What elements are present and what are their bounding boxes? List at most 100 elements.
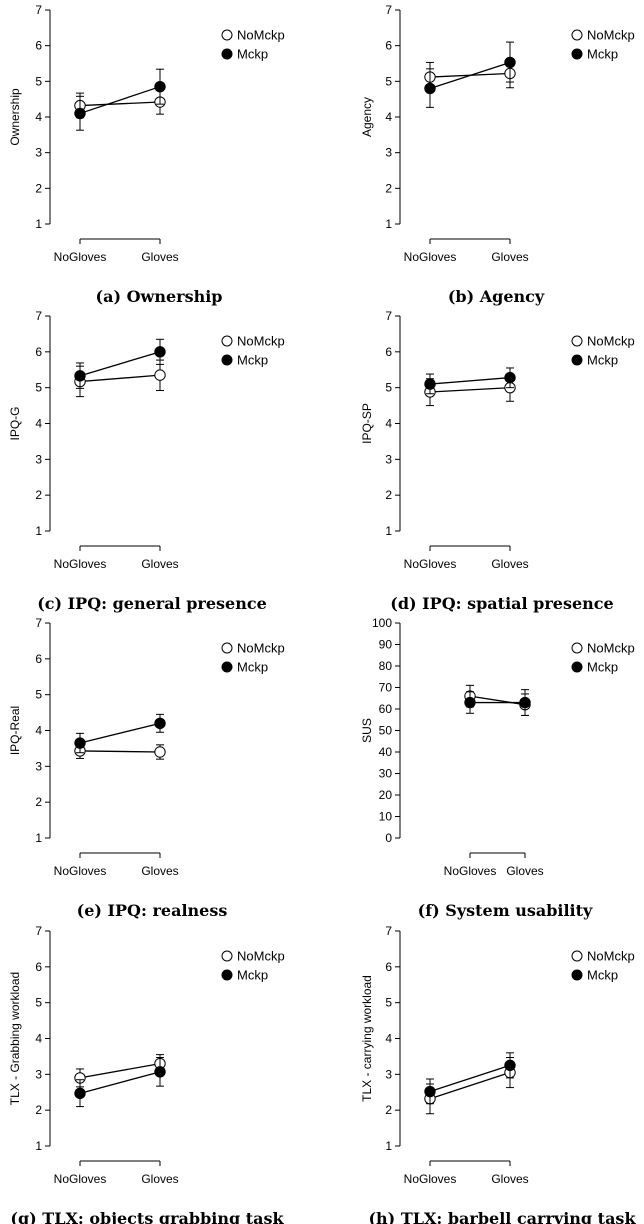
y-tick-label: 1 — [385, 217, 392, 231]
legend-label: Mckp — [237, 353, 268, 368]
legend-label: NoMckp — [587, 28, 635, 43]
filled-point — [154, 717, 166, 730]
y-tick-label: 5 — [35, 996, 42, 1010]
y-tick-label: 5 — [385, 74, 392, 88]
x-tick-label: NoGloves — [444, 864, 497, 878]
y-tick-label: 6 — [35, 960, 42, 974]
x-tick-label: Gloves — [491, 557, 528, 571]
y-tick-label: 90 — [379, 638, 393, 652]
legend-label: NoMckp — [237, 949, 285, 964]
series-line — [429, 61, 511, 90]
legend-open-marker — [571, 335, 583, 347]
y-tick-label: 2 — [35, 181, 42, 195]
legend-label: Mckp — [237, 968, 268, 983]
y-tick-label: 0 — [385, 831, 392, 845]
series-line — [429, 1071, 511, 1100]
legend-label: Mckp — [587, 353, 618, 368]
filled-point — [424, 82, 436, 95]
y-tick-label: 1 — [35, 217, 42, 231]
y-tick-label: 7 — [35, 309, 42, 323]
y-tick-label: 5 — [385, 996, 392, 1010]
series-line — [79, 1071, 161, 1094]
series-line — [79, 722, 161, 744]
y-tick-label: 30 — [379, 767, 393, 781]
legend-filled-marker — [571, 661, 583, 673]
x-tick-label: NoGloves — [54, 1172, 107, 1186]
legend-label: Mckp — [237, 660, 268, 675]
legend-filled-marker — [571, 48, 583, 60]
series-line — [79, 750, 161, 753]
chart-panel: 1 2 3 4 5 6 7 NoGloves Gloves IPQ-SP NoMckp Mckp (d)… — [360, 309, 635, 613]
y-tick-label: 6 — [35, 39, 42, 53]
y-tick-label: 4 — [385, 110, 392, 124]
chart-panel: 1 2 3 4 5 6 7 NoGloves Gloves IPQ-G NoMckp Mckp (c) … — [8, 309, 285, 613]
chart-panel: 1 2 3 4 5 6 7 NoGloves Gloves TLX - Grabbing work… — [8, 924, 285, 1224]
y-axis-label: TLX - Grabbing workload — [8, 972, 22, 1105]
y-tick-label: 50 — [379, 724, 393, 738]
y-tick-label: 100 — [372, 616, 392, 630]
y-tick-label: 2 — [385, 181, 392, 195]
y-tick-label: 5 — [385, 381, 392, 395]
y-tick-label: 2 — [35, 795, 42, 809]
y-tick-label: 6 — [35, 652, 42, 666]
y-tick-label: 80 — [379, 659, 393, 673]
y-axis-label: IPQ-G — [8, 406, 22, 440]
series-line — [429, 376, 511, 385]
x-tick-label: NoGloves — [54, 864, 107, 878]
chart-panel: 1 2 3 4 5 6 7 NoGloves Gloves IPQ-Real NoMckp Mckp (… — [8, 616, 285, 920]
y-tick-label: 5 — [35, 381, 42, 395]
y-tick-label: 20 — [379, 788, 393, 802]
filled-point — [154, 346, 166, 358]
y-tick-label: 3 — [385, 1067, 392, 1081]
y-tick-label: 2 — [385, 488, 392, 502]
y-tick-label: 4 — [35, 417, 42, 431]
filled-point — [519, 696, 531, 709]
y-tick-label: 7 — [35, 3, 42, 17]
panel-caption: (e) IPQ: realness — [77, 901, 228, 920]
legend-filled-marker — [571, 354, 583, 366]
y-tick-label: 3 — [385, 146, 392, 160]
chart-panel: 1 2 3 4 5 6 7 NoGloves Gloves TLX - carrying work… — [360, 924, 636, 1224]
legend-label: NoMckp — [587, 334, 635, 349]
legend-filled-marker — [221, 48, 233, 60]
x-tick-label: Gloves — [141, 557, 178, 571]
filled-point — [74, 370, 86, 382]
filled-point — [424, 1085, 436, 1098]
legend-label: NoMckp — [237, 28, 285, 43]
series-line — [79, 101, 161, 107]
legend-label: NoMckp — [237, 641, 285, 656]
legend-label: Mckp — [237, 47, 268, 62]
series-line — [469, 695, 526, 706]
y-tick-label: 10 — [379, 810, 393, 824]
y-tick-label: 6 — [35, 345, 42, 359]
legend-filled-marker — [221, 661, 233, 673]
y-tick-label: 7 — [385, 924, 392, 938]
y-tick-label: 5 — [35, 688, 42, 702]
y-tick-label: 3 — [35, 452, 42, 466]
x-tick-label: NoGloves — [404, 557, 457, 571]
y-axis-label: IPQ-Real — [8, 706, 22, 755]
chart-panel: 1 2 3 4 5 6 7 NoGloves Gloves Ownership NoMckp Mckp… — [8, 3, 285, 306]
filled-point — [154, 80, 166, 93]
y-tick-label: 4 — [35, 110, 42, 124]
filled-point — [504, 1059, 516, 1072]
series-line — [429, 1064, 511, 1093]
legend-filled-marker — [571, 969, 583, 981]
y-axis-label: Agency — [360, 97, 374, 137]
series-line — [79, 374, 161, 383]
y-tick-label: 3 — [35, 146, 42, 160]
series-line — [79, 86, 161, 115]
y-tick-label: 6 — [385, 39, 392, 53]
legend-open-marker — [571, 950, 583, 962]
filled-point — [74, 107, 86, 120]
legend-filled-marker — [221, 969, 233, 981]
y-tick-label: 4 — [385, 417, 392, 431]
legend-filled-marker — [221, 354, 233, 366]
legend-label: NoMckp — [237, 334, 285, 349]
chart-panel: 0 10 20 30 40 50 60 70 80 90 100 NoGloves Gloves SUS N… — [360, 616, 635, 920]
legend-open-marker — [221, 29, 233, 41]
filled-point — [74, 737, 86, 749]
y-tick-label: 1 — [35, 524, 42, 538]
x-tick-label: Gloves — [141, 1172, 178, 1186]
